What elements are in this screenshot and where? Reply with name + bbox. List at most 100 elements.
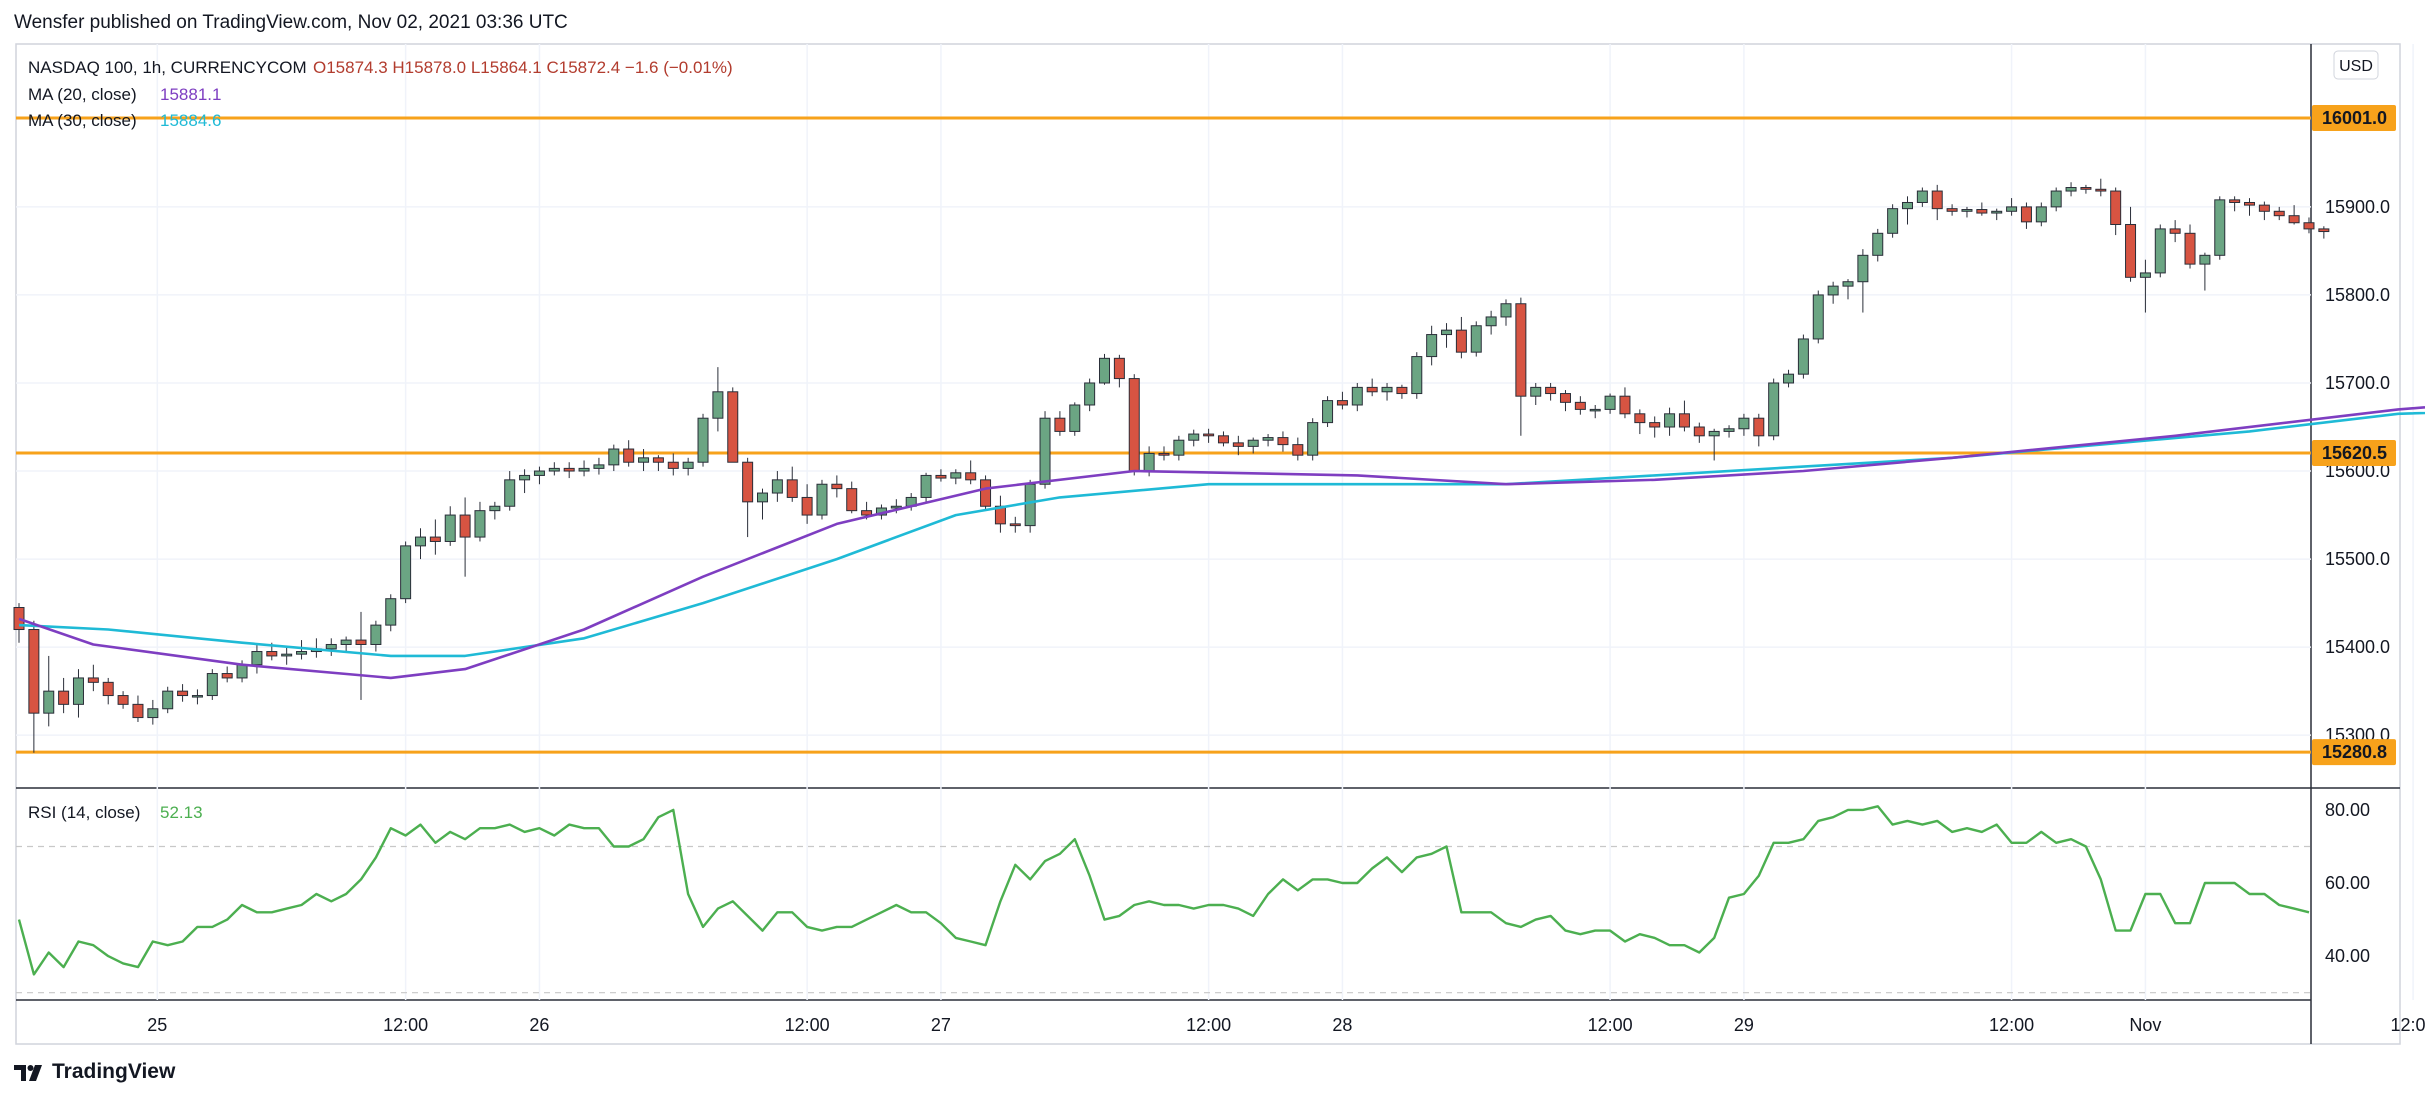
candle	[1470, 321, 1482, 357]
moving-average-layer	[18, 406, 2425, 680]
candle	[325, 638, 337, 656]
legend-ma30-label: MA (30, close)	[28, 111, 137, 130]
candle	[43, 655, 55, 727]
brand-footer[interactable]: TradingView	[14, 1060, 175, 1084]
ma20-line	[18, 406, 2425, 680]
candle	[474, 501, 486, 542]
candle	[682, 457, 694, 476]
candle	[1842, 279, 1854, 300]
candle	[1559, 390, 1571, 412]
candle	[87, 664, 99, 692]
candle	[1203, 428, 1215, 443]
legend-rsi-value: 52.13	[160, 803, 203, 822]
legend-ma30-value: 15884.6	[160, 111, 221, 130]
candle	[846, 481, 858, 514]
candle	[816, 479, 828, 520]
candle	[2184, 224, 2196, 269]
candle	[1277, 431, 1289, 452]
candle	[1455, 316, 1467, 359]
candle	[1738, 413, 1750, 436]
candle	[2035, 202, 2047, 227]
time-axis-label: 12:00	[1186, 1015, 1231, 1035]
candle	[712, 367, 724, 432]
candle	[2229, 196, 2241, 212]
time-axis-label: 28	[1332, 1015, 1352, 1035]
candle	[2065, 182, 2077, 197]
candle	[429, 519, 441, 555]
candle	[177, 684, 189, 702]
candle	[1604, 393, 1616, 414]
price-axis-label: 15600.0	[2325, 461, 2390, 481]
candle	[548, 462, 560, 476]
candle	[1991, 208, 2003, 221]
candle	[1619, 387, 1631, 419]
candle	[191, 689, 203, 705]
price-axis-label: 15900.0	[2325, 197, 2390, 217]
candle	[1887, 204, 1899, 238]
legend-ma20-label: MA (20, close)	[28, 85, 137, 104]
candle	[1247, 437, 1259, 454]
candle	[206, 669, 218, 700]
time-axis-label: Nov	[2129, 1015, 2161, 1035]
candle	[340, 636, 352, 652]
candle	[13, 603, 25, 643]
candle	[2154, 224, 2166, 278]
candle	[2214, 196, 2226, 260]
candle	[1500, 299, 1512, 326]
candle	[370, 620, 382, 652]
candle	[1976, 202, 1988, 216]
candle	[638, 449, 650, 472]
candle	[281, 647, 293, 665]
legend-ma20-value: 15881.1	[160, 85, 221, 104]
candle	[667, 453, 679, 476]
candle	[444, 506, 456, 546]
time-axis-label: 25	[147, 1015, 167, 1035]
time-axis-label: 12:00	[2391, 1015, 2425, 1035]
candle	[771, 471, 783, 502]
time-axis-label: 12:00	[1588, 1015, 1633, 1035]
candle	[400, 541, 412, 604]
candle	[1812, 290, 1824, 344]
currency-badge[interactable]	[2333, 50, 2379, 80]
legend-symbol: NASDAQ 100, 1h, CURRENCYCOM	[28, 58, 307, 77]
candle	[697, 413, 709, 467]
candle	[519, 469, 531, 494]
price-axis-label: 15500.0	[2325, 549, 2390, 569]
candle	[1396, 384, 1408, 399]
candle	[1232, 435, 1244, 456]
legend-rsi-label: RSI (14, close)	[28, 803, 140, 822]
candle	[28, 620, 40, 753]
rsi-axis-label: 60.00	[2325, 873, 2370, 893]
candle	[1946, 204, 1958, 216]
candle	[1173, 435, 1185, 461]
candle	[147, 699, 159, 725]
candle	[1351, 382, 1363, 412]
candle	[1381, 382, 1393, 401]
candle	[1797, 334, 1809, 379]
candle	[623, 440, 635, 467]
grid-layer	[16, 44, 2414, 1000]
rsi-line	[17, 805, 2310, 976]
candle	[1589, 404, 1601, 419]
candle	[1217, 431, 1229, 447]
level-price-badge	[2312, 739, 2396, 766]
candle	[72, 669, 84, 718]
candle	[117, 691, 129, 709]
candle	[1916, 187, 1928, 207]
candle	[2244, 198, 2255, 216]
candle	[2169, 220, 2181, 243]
candle	[2020, 202, 2032, 229]
ma30-line	[18, 411, 2425, 658]
candle	[1901, 196, 1913, 225]
candle	[1411, 352, 1423, 399]
candle	[2139, 259, 2151, 313]
candle	[742, 457, 754, 538]
candle-layer	[13, 178, 2330, 753]
rsi-layer	[16, 805, 2311, 994]
candle	[1485, 310, 1497, 335]
candle	[757, 488, 768, 520]
candle	[920, 472, 932, 502]
candle	[1188, 429, 1200, 447]
candle	[965, 460, 977, 485]
